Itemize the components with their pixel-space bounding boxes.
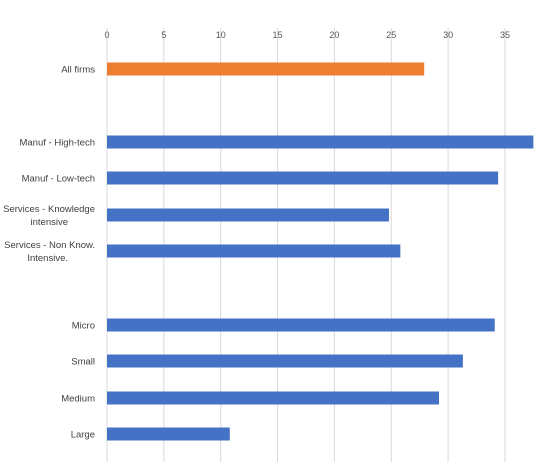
category-labels: All firms Manuf - High-tech Manuf - Low-te… [3, 65, 95, 441]
x-tick-label: 10 [216, 30, 226, 40]
category-label: intensive [31, 217, 69, 228]
bar [107, 171, 499, 185]
bar [107, 427, 230, 441]
bar [107, 244, 401, 258]
x-tick-label: 30 [443, 30, 453, 40]
x-tick-label: 0 [104, 30, 109, 40]
bars [107, 62, 534, 441]
category-label: Manuf - High-tech [19, 138, 95, 149]
category-label: Intensive. [27, 253, 68, 264]
category-label: Large [71, 430, 95, 441]
x-tick-label: 20 [329, 30, 339, 40]
bar [107, 208, 389, 222]
bar [107, 354, 463, 368]
x-tick-label: 5 [161, 30, 166, 40]
bar [107, 62, 425, 76]
bar [107, 135, 534, 149]
category-label: Services - Knowledge [3, 204, 95, 215]
category-label: Small [71, 357, 95, 368]
category-label: All firms [61, 65, 95, 76]
x-tick-label: 25 [386, 30, 396, 40]
category-label: Manuf - Low-tech [22, 174, 95, 185]
x-tick-label: 35 [500, 30, 510, 40]
category-label: Services - Non Know. [4, 240, 95, 251]
bar [107, 318, 495, 332]
category-label: Medium [61, 394, 95, 405]
x-axis-ticks: 0 5 10 15 20 25 30 35 [104, 30, 509, 40]
category-label: Micro [72, 321, 95, 332]
bar [107, 391, 440, 405]
x-tick-label: 15 [273, 30, 283, 40]
